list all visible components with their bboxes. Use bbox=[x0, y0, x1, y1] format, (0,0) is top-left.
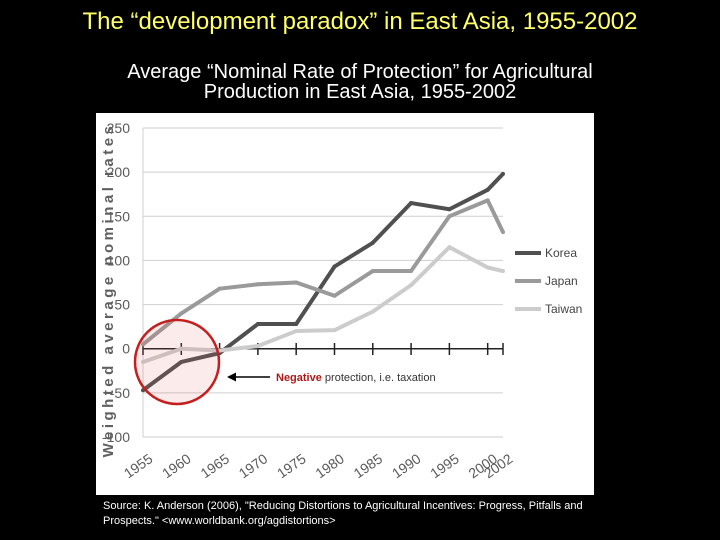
y-tick-label: 0 bbox=[122, 341, 130, 357]
data-point-japan bbox=[255, 282, 260, 287]
y-tick-label: -100 bbox=[102, 429, 130, 445]
slide-title: The “development paradox” in East Asia, … bbox=[82, 8, 638, 35]
data-point-japan bbox=[294, 280, 299, 285]
chart-title-line-2: Production in East Asia, 1955-2002 bbox=[203, 81, 517, 103]
data-point-taiwan bbox=[141, 359, 145, 364]
data-point-japan bbox=[370, 269, 375, 274]
legend-label-korea: Korea bbox=[545, 246, 577, 260]
data-point-korea bbox=[332, 264, 337, 269]
source-citation: Source: K. Anderson (2006), "Reducing Di… bbox=[103, 500, 583, 527]
data-point-korea bbox=[409, 201, 414, 206]
data-point-korea bbox=[294, 321, 299, 326]
data-point-korea bbox=[179, 359, 184, 364]
annotation-bold: Negative bbox=[276, 372, 322, 384]
annotation-arrowhead bbox=[227, 372, 236, 382]
data-point-japan bbox=[141, 342, 145, 347]
series-lines bbox=[141, 171, 505, 393]
annotation-label: Negative protection, i.e. taxation bbox=[276, 372, 436, 384]
gridlines bbox=[142, 127, 504, 438]
legend: Korea Japan Taiwan bbox=[515, 246, 582, 316]
data-point-korea bbox=[501, 171, 505, 176]
data-point-japan bbox=[217, 286, 222, 291]
chart-background bbox=[96, 113, 594, 495]
y-tick-label: -50 bbox=[110, 385, 130, 401]
y-tick-label: 150 bbox=[107, 208, 131, 224]
data-point-japan bbox=[447, 214, 452, 219]
data-point-taiwan bbox=[370, 309, 375, 314]
data-point-japan bbox=[179, 311, 184, 316]
legend-label-taiwan: Taiwan bbox=[545, 302, 582, 316]
data-point-japan bbox=[501, 230, 505, 235]
legend-label-japan: Japan bbox=[545, 274, 578, 288]
data-point-korea bbox=[370, 240, 375, 245]
y-tick-label: 250 bbox=[107, 120, 131, 136]
y-tick-label: 100 bbox=[107, 252, 131, 268]
data-point-korea bbox=[255, 321, 260, 326]
negative-region-highlight-circle bbox=[133, 318, 221, 406]
y-tick-label: 200 bbox=[107, 164, 131, 180]
y-tick-labels: 250 200 150 100 50 0 -50 -100 bbox=[102, 120, 130, 445]
chart-title-line-1: Average “Nominal Rate of Protection” for… bbox=[127, 61, 593, 83]
data-point-taiwan bbox=[501, 269, 505, 274]
chart-title: Average “Nominal Rate of Protection” for… bbox=[40, 62, 680, 102]
data-point-japan bbox=[409, 269, 414, 274]
data-point-taiwan bbox=[179, 346, 184, 351]
data-point-taiwan bbox=[332, 328, 337, 333]
data-point-taiwan bbox=[294, 329, 299, 334]
annotation-rest: protection, i.e. taxation bbox=[322, 372, 436, 384]
y-tick-label: 50 bbox=[114, 297, 130, 313]
data-point-japan bbox=[485, 198, 490, 203]
data-point-taiwan bbox=[485, 265, 490, 270]
data-point-japan bbox=[332, 293, 337, 298]
data-point-korea bbox=[447, 207, 452, 212]
y-axis-label: Weighted average nominal rates bbox=[100, 123, 117, 458]
data-point-taiwan bbox=[447, 245, 452, 250]
data-point-taiwan bbox=[409, 283, 414, 288]
data-point-korea bbox=[485, 187, 490, 192]
data-point-taiwan bbox=[255, 344, 260, 349]
